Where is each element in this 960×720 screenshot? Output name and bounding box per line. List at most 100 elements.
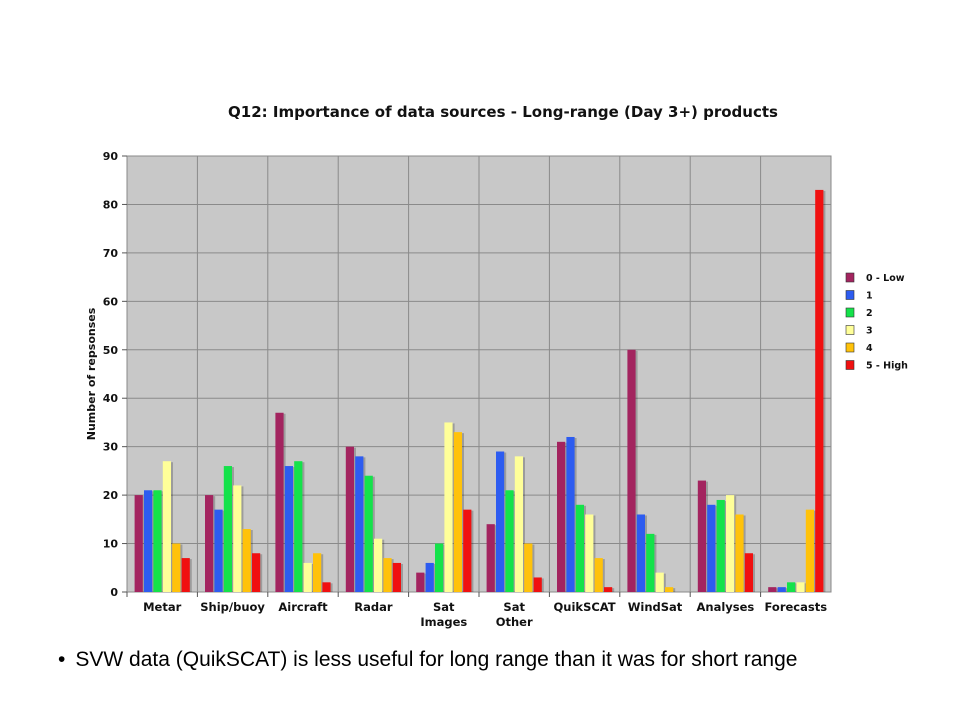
bar <box>496 451 505 592</box>
bar <box>294 461 303 592</box>
bar <box>242 529 251 592</box>
bar <box>181 558 190 592</box>
legend-swatch <box>845 290 855 300</box>
legend-label: 1 <box>866 291 873 302</box>
bar <box>233 485 242 592</box>
bar <box>383 558 392 592</box>
bar <box>322 582 331 592</box>
bar <box>726 495 735 592</box>
y-axis: 0 10 20 30 40 50 60 70 80 90 <box>103 150 127 599</box>
chart: Q12: Importance of data sources - Long-r… <box>85 103 908 629</box>
legend-label: 5 - High <box>866 361 908 372</box>
bar <box>566 436 575 592</box>
bar <box>435 543 444 592</box>
y-tick-label: 0 <box>110 586 118 599</box>
bar <box>172 543 181 592</box>
bar <box>815 189 824 592</box>
bar <box>777 587 786 592</box>
legend-swatch <box>845 272 855 283</box>
bar <box>514 456 523 592</box>
bar <box>486 524 495 592</box>
bar <box>665 587 674 592</box>
x-tick-label: Sat <box>503 600 525 614</box>
bar <box>252 553 261 592</box>
bar <box>796 582 805 592</box>
y-tick-label: 90 <box>103 150 119 163</box>
bar <box>275 412 284 592</box>
bar <box>463 509 472 592</box>
bar <box>768 587 777 592</box>
bar <box>524 543 533 592</box>
bar <box>205 495 214 592</box>
bar <box>716 499 725 592</box>
x-tick-label: Other <box>496 615 533 629</box>
legend-label: 0 - Low <box>866 273 905 284</box>
x-tick-label: Images <box>420 615 467 629</box>
x-tick-label: QuikSCAT <box>554 600 616 614</box>
x-tick-label: Radar <box>354 600 393 614</box>
legend-swatch <box>845 360 855 370</box>
bar <box>697 480 706 592</box>
bar <box>162 461 171 592</box>
x-tick-label: Forecasts <box>765 600 828 614</box>
bar <box>153 490 162 592</box>
y-tick-label: 70 <box>103 247 119 260</box>
y-tick-label: 40 <box>103 392 119 405</box>
y-tick-label: 10 <box>103 538 119 551</box>
y-tick-label: 20 <box>103 489 119 502</box>
bullet-note: • SVW data (QuikSCAT) is less useful for … <box>58 648 797 672</box>
bar <box>655 572 664 592</box>
bar <box>374 538 383 592</box>
x-axis: Metar Ship/buoy Aircraft Radar SatImagesSatO… <box>126 592 828 629</box>
bar <box>444 422 453 592</box>
bar <box>134 495 143 592</box>
bar <box>636 514 645 592</box>
bar <box>575 504 584 592</box>
y-axis-title: Number of repsonses <box>85 307 98 440</box>
bar <box>787 582 796 592</box>
x-tick-label: Ship/buoy <box>200 600 265 614</box>
bar <box>416 572 425 592</box>
x-tick-label: Sat <box>433 600 455 614</box>
bar <box>505 490 514 592</box>
x-tick-label: Metar <box>143 600 182 614</box>
legend: 0 - Low 1 2 3 4 5 - High <box>845 272 908 372</box>
bar <box>345 446 354 592</box>
x-tick-label: WindSat <box>628 600 683 614</box>
legend-swatch <box>845 325 855 335</box>
bar <box>364 475 373 592</box>
bar <box>604 587 613 592</box>
bar <box>453 432 462 592</box>
x-tick-label: Aircraft <box>278 600 328 614</box>
bar <box>284 466 293 592</box>
bar <box>303 562 312 592</box>
legend-label: 3 <box>866 326 873 337</box>
y-tick-label: 80 <box>103 198 119 211</box>
bar <box>223 466 232 592</box>
bar <box>707 504 716 592</box>
legend-label: 4 <box>866 343 873 354</box>
bar <box>735 514 744 592</box>
y-tick-label: 30 <box>103 441 119 454</box>
legend-swatch <box>845 307 855 318</box>
chart-title: Q12: Importance of data sources - Long-r… <box>228 103 778 121</box>
bullet-text: SVW data (QuikSCAT) is less useful for l… <box>75 648 798 671</box>
bar <box>646 533 655 592</box>
bars <box>134 189 826 592</box>
bar <box>392 562 401 592</box>
bar <box>144 490 153 592</box>
legend-swatch <box>845 342 855 353</box>
bar <box>425 562 434 592</box>
bar <box>744 553 753 592</box>
bar <box>313 553 322 592</box>
bar <box>355 456 364 592</box>
bar <box>533 577 542 592</box>
bar <box>594 558 603 592</box>
bar <box>805 509 814 592</box>
legend-label: 2 <box>866 308 873 319</box>
bar <box>214 509 223 592</box>
y-tick-label: 50 <box>103 344 119 357</box>
bar <box>627 349 636 592</box>
bullet-symbol: • <box>58 648 66 671</box>
x-tick-label: Analyses <box>697 600 755 614</box>
